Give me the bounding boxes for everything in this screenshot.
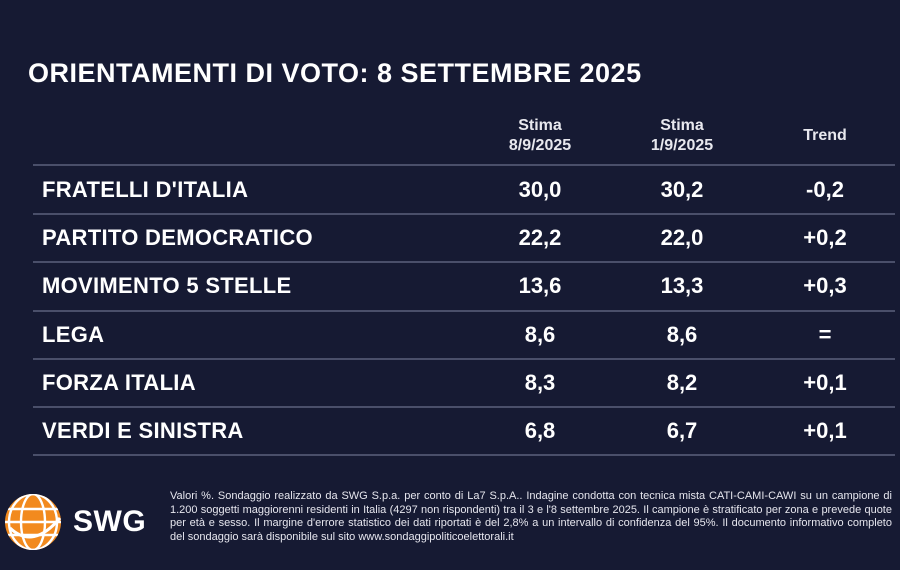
table-divider [33,454,895,457]
swg-globe-icon [5,494,62,550]
trend-value: +0,1 [803,418,847,443]
stima-previous-value: 30,2 [660,177,704,202]
column-header-line2: 1/9/2025 [650,137,714,154]
column-header-stima-current: Stima 8/9/2025 [470,116,610,156]
table-divider [33,406,895,408]
stima-previous-value: 8,6 [666,321,698,347]
trend-value: +0,3 [803,273,847,299]
table-divider [33,213,895,216]
stima-current-value: 6,8 [524,418,556,443]
party-name: LEGA [42,321,105,347]
methodology-footnote: Valori %. Sondaggio realizzato da SWG S.… [170,490,892,543]
column-header-stima-previous: Stima 1/9/2025 [612,116,752,156]
table-divider [33,309,895,312]
stima-previous-value: 6,7 [666,418,698,443]
column-header-line2: 8/9/2025 [508,137,572,154]
stima-previous-value: 8,2 [666,369,698,395]
trend-value: = [818,321,832,347]
column-header-line1: Stima [660,117,704,134]
party-name: PARTITO DEMOCRATICO [42,225,313,251]
stima-current-value: 13,6 [518,273,562,299]
chart-title: ORIENTAMENTI DI VOTO: 8 SETTEMBRE 2025 [28,58,642,88]
stima-current-value: 8,6 [524,321,556,347]
table-row: VERDI E SINISTRA 6,8 6,7 +0,1 [0,407,900,455]
table-row: LEGA 8,6 8,6 = [0,311,900,359]
table-row: FRATELLI D'ITALIA 30,0 30,2 -0,2 [0,166,900,214]
table-row: MOVIMENTO 5 STELLE 13,6 13,3 +0,3 [0,262,900,310]
stima-previous-value: 22,0 [660,225,704,251]
table-divider [33,164,895,166]
swg-logo-text: SWG [73,505,147,538]
table-divider [33,357,895,360]
trend-value: +0,2 [803,225,847,251]
table-row: FORZA ITALIA 8,3 8,2 +0,1 [0,359,900,407]
party-name: MOVIMENTO 5 STELLE [42,273,292,299]
party-name: FORZA ITALIA [42,369,196,395]
party-name: VERDI E SINISTRA [42,418,244,443]
column-header-trend: Trend [803,127,847,144]
stima-current-value: 22,2 [518,225,562,251]
table-divider [33,261,895,264]
stima-previous-value: 13,3 [660,273,704,299]
table-row: PARTITO DEMOCRATICO 22,2 22,0 +0,2 [0,214,900,262]
stima-current-value: 8,3 [524,369,556,395]
stima-current-value: 30,0 [518,177,562,202]
party-name: FRATELLI D'ITALIA [42,177,249,202]
trend-value: +0,1 [803,369,847,395]
column-header-line1: Stima [518,117,562,134]
trend-value: -0,2 [806,177,844,202]
